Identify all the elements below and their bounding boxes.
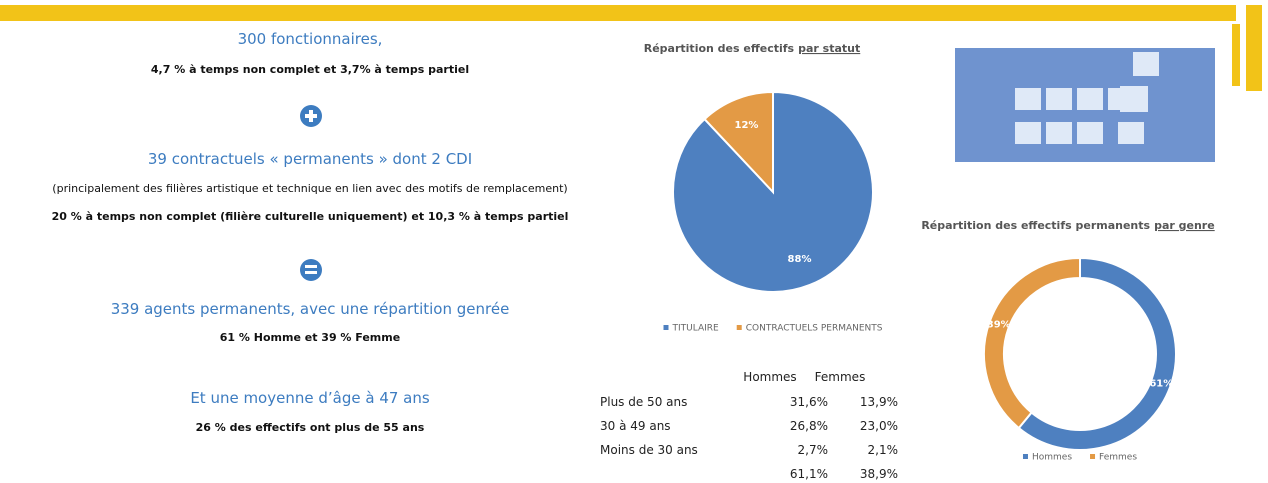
legend-label: Femmes xyxy=(1099,453,1137,463)
table-cell: 2,1% xyxy=(850,443,898,457)
legend-label: TITULAIRE xyxy=(672,324,720,334)
legend-label: Hommes xyxy=(1032,453,1072,463)
chart-title-emphasis: par genre xyxy=(1154,219,1215,232)
table-cell: 26,8% xyxy=(780,419,828,433)
chart-title-emphasis: par statut xyxy=(798,42,860,55)
table-cell: Moins de 30 ans xyxy=(600,443,760,457)
table-cell: 30 à 49 ans xyxy=(600,419,760,433)
table-cell: 2,7% xyxy=(780,443,828,457)
legend-label: CONTRACTUELS PERMANENTS xyxy=(746,324,883,334)
table-cell: 38,9% xyxy=(850,467,898,481)
table-cell: 23,0% xyxy=(850,419,898,433)
legend-marker xyxy=(1090,454,1095,459)
table-cell: Femmes xyxy=(790,370,890,384)
table-cell: 61,1% xyxy=(780,467,828,481)
page: 300 fonctionnaires, 4,7 % à temps non co… xyxy=(0,0,1268,483)
value-label: 61% xyxy=(1149,378,1173,389)
chart-title: Répartition des effectifs xyxy=(644,42,795,55)
slice xyxy=(984,258,1080,428)
value-label: 39% xyxy=(987,320,1011,331)
table-cell: Plus de 50 ans xyxy=(600,395,760,409)
chart-title: Répartition des effectifs permanents par … xyxy=(921,219,1214,232)
value-label: 88% xyxy=(788,254,812,265)
value-label: 12% xyxy=(735,120,759,131)
legend-marker xyxy=(664,325,669,330)
legend-marker xyxy=(1023,454,1028,459)
chart-title: Répartition des effectifs permanents xyxy=(921,219,1150,232)
table-cell: 13,9% xyxy=(850,395,898,409)
legend-marker xyxy=(737,325,742,330)
table-cell: 31,6% xyxy=(780,395,828,409)
charts: Répartition des effectifspar statut 88% 12… xyxy=(0,0,1268,483)
